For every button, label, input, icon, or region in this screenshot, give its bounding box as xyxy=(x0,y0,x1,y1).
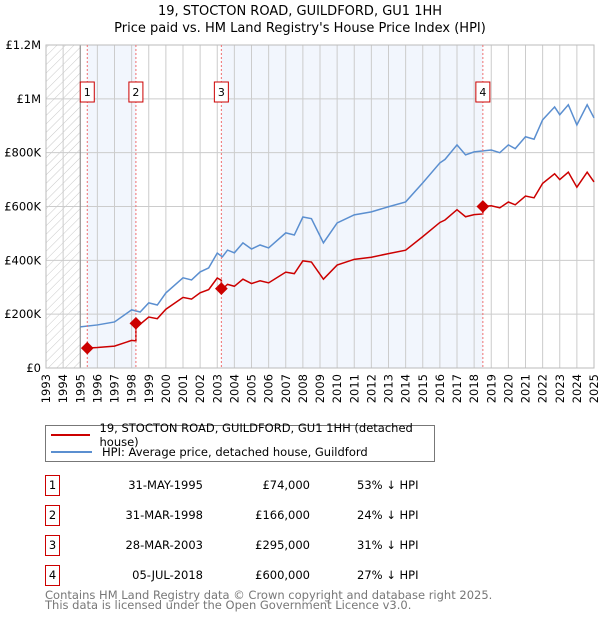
legend-hpi-line xyxy=(51,451,92,453)
y-tick-label: £200K xyxy=(4,307,41,321)
x-tick-label: 2021 xyxy=(519,374,533,403)
x-tick-label: 2012 xyxy=(364,374,378,403)
x-tick-label: 1995 xyxy=(73,374,87,403)
chart-title: 19, STOCTON ROAD, GUILDFORD, GU1 1HH xyxy=(157,4,443,19)
price-line xyxy=(87,170,595,349)
x-tick-label: 1999 xyxy=(142,374,156,403)
x-tick-label: 2022 xyxy=(536,374,550,403)
x-tick-label: 2023 xyxy=(553,374,567,403)
plot-border xyxy=(45,44,595,369)
sale-hpi-diff: 53% ↓ HPI xyxy=(357,478,419,492)
sale-date: 31-MAR-1998 xyxy=(125,508,203,522)
sale-label-number: 2 xyxy=(132,86,139,99)
plot-area: 1993 1994 1995 1996 1997 1998 1999 2000 2001 2002… xyxy=(4,38,600,403)
y-tick-label: £800K xyxy=(4,146,41,160)
x-tick-label: 2019 xyxy=(484,374,498,403)
x-tick-label: 2009 xyxy=(313,374,327,403)
sale-hpi-diff: 27% ↓ HPI xyxy=(357,568,419,582)
legend: 19, STOCTON ROAD, GUILDFORD, GU1 1HH (de… xyxy=(45,421,435,462)
x-tick-label: 2006 xyxy=(262,374,276,403)
sale-number-box: 1 xyxy=(45,475,60,496)
sale-number-box: 3 xyxy=(45,535,60,556)
y-tick-label: £600K xyxy=(4,200,41,214)
x-tick-label: 1997 xyxy=(108,374,122,403)
sale-label-number: 1 xyxy=(84,86,91,99)
x-tick-label: 2011 xyxy=(347,374,361,403)
hpi-line xyxy=(80,103,595,328)
sale-point xyxy=(476,200,490,213)
y-tick-label: £1M xyxy=(16,92,41,106)
sale-date: 31-MAY-1995 xyxy=(128,478,203,492)
sale-point xyxy=(80,341,94,355)
sale-date: 28-MAR-2003 xyxy=(125,538,203,552)
x-tick-label: 2010 xyxy=(330,374,344,403)
sale-label-number: 3 xyxy=(218,86,225,99)
sale-label-box xyxy=(128,81,144,103)
legend-price-line xyxy=(51,434,90,436)
x-tick-label: 2001 xyxy=(176,374,190,403)
footer-licence: This data is licensed under the Open Gov… xyxy=(45,598,412,612)
sale-point xyxy=(214,282,228,295)
sale-hpi-diff: 31% ↓ HPI xyxy=(357,538,419,552)
x-tick-label: 2025 xyxy=(587,374,600,403)
x-tick-label: 2002 xyxy=(193,374,207,403)
x-tick-label: 2003 xyxy=(210,374,224,403)
sale-label-box xyxy=(475,81,491,103)
legend-price-label: 19, STOCTON ROAD, GUILDFORD, GU1 1HH (de… xyxy=(99,421,413,449)
y-tick-label: £400K xyxy=(4,253,41,267)
sale-label-number: 4 xyxy=(479,86,486,99)
x-tick-label: 2020 xyxy=(501,374,515,403)
x-tick-label: 1998 xyxy=(125,374,139,403)
x-tick-label: 2007 xyxy=(279,374,293,403)
sale-price: £295,000 xyxy=(255,538,310,552)
x-tick-label: 2018 xyxy=(467,374,481,403)
x-tick-label: 1996 xyxy=(90,374,104,403)
x-tick-label: 2016 xyxy=(433,374,447,403)
sale-label-box xyxy=(213,81,229,103)
x-tick-label: 2015 xyxy=(416,374,430,403)
sale-number-box: 2 xyxy=(45,505,60,526)
x-tick-label: 2000 xyxy=(159,374,173,403)
y-tick-label: £1.2M xyxy=(5,38,41,52)
chart-subtitle: Price paid vs. HM Land Registry's House … xyxy=(114,21,486,36)
x-tick-label: 1993 xyxy=(39,374,53,403)
sale-price: £600,000 xyxy=(255,568,310,582)
y-tick-label: £0 xyxy=(26,361,41,375)
x-tick-label: 2005 xyxy=(245,374,259,403)
x-tick-label: 1994 xyxy=(56,374,70,403)
x-tick-label: 2004 xyxy=(227,374,241,403)
footer-copyright: Contains HM Land Registry data © Crown c… xyxy=(45,588,493,602)
x-tick-label: 2013 xyxy=(382,374,396,403)
sale-hpi-diff: 24% ↓ HPI xyxy=(357,508,419,522)
sale-date: 05-JUL-2018 xyxy=(132,568,203,582)
sale-price: £166,000 xyxy=(255,508,310,522)
x-tick-label: 2008 xyxy=(296,374,310,403)
legend-hpi-label: HPI: Average price, detached house, Guil… xyxy=(102,445,368,459)
x-tick-label: 2017 xyxy=(450,374,464,403)
sale-number-box: 4 xyxy=(45,565,60,586)
x-tick-label: 2014 xyxy=(399,374,413,403)
x-tick-label: 2024 xyxy=(570,374,584,403)
sale-price: £74,000 xyxy=(262,478,310,492)
sale-label-box xyxy=(79,81,95,103)
sale-point xyxy=(129,316,143,330)
